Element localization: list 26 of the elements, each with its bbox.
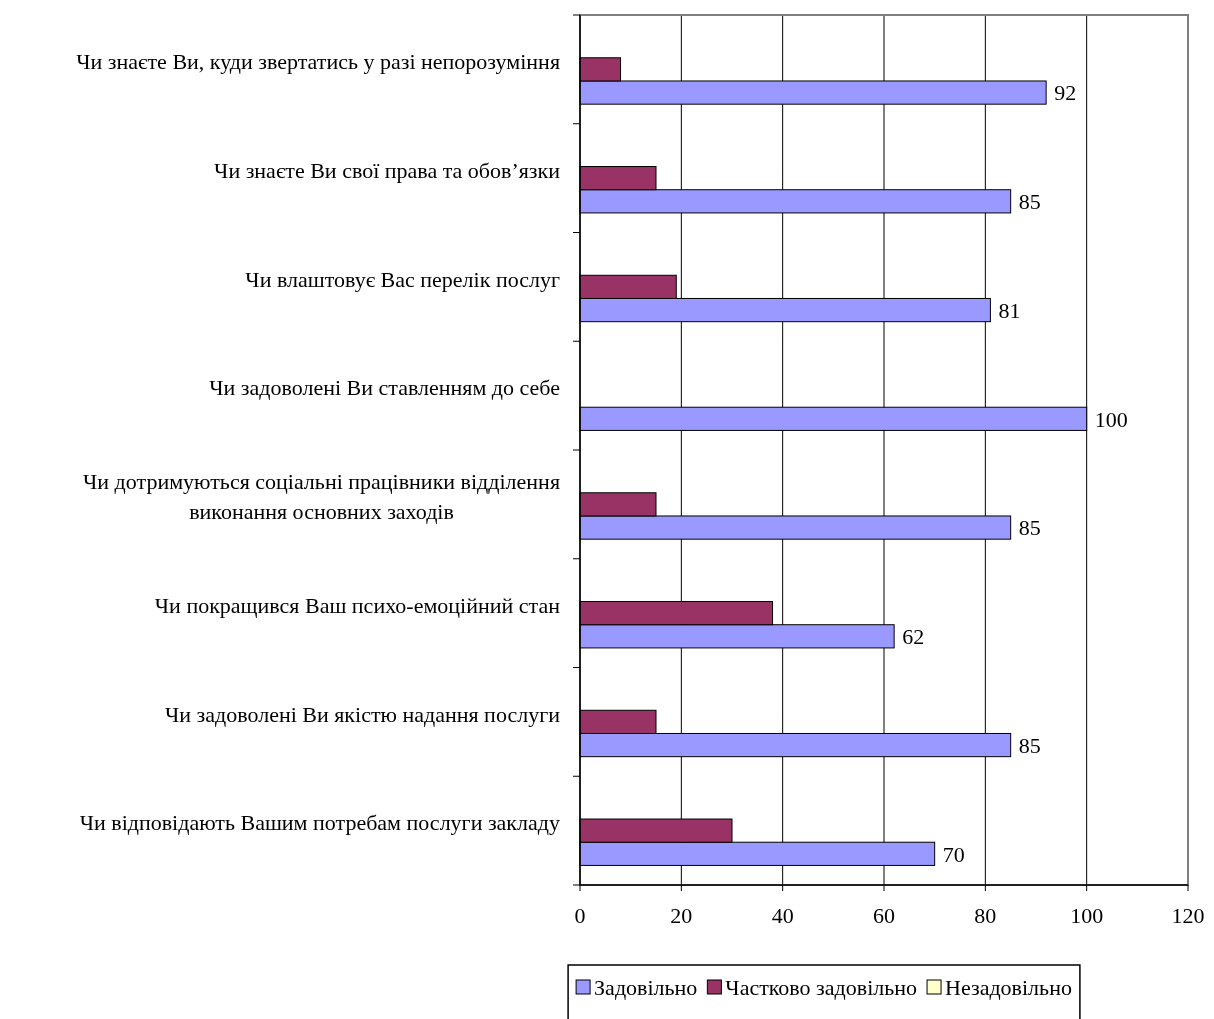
data-label: 92 [1054,80,1077,106]
data-label: 62 [902,624,925,650]
data-label: 85 [1018,515,1041,541]
data-label: 85 [1018,189,1041,215]
x-tick-label: 20 [670,903,693,928]
legend-label: Незадовільно [945,974,1072,1000]
x-tick-label: 80 [974,903,997,928]
x-tick-label: 100 [1070,903,1104,928]
data-label: 85 [1018,732,1041,758]
y-tick-label: Чи відповідають Вашим потребам послуги закладу [79,810,561,836]
y-tick-label: Чи знаєте Ви, куди звертатись у разі непорозуміння [76,49,560,75]
y-tick-label: Чи покращився Ваш психо-емоційний стан [154,592,561,618]
x-tick-label: 40 [771,903,794,928]
x-tick-label: 60 [873,903,895,928]
data-label: 70 [942,841,965,867]
data-label: 100 [1094,406,1128,432]
y-tick-label: Чи задоволені Ви ставленням до себе [209,375,560,401]
y-tick-label: Чи влаштовує Вас перелік послуг [245,266,561,292]
y-tick-label: Чи знаєте Ви свої права та обов’язки [214,157,561,183]
legend-label: Задовільно [594,974,698,1000]
x-tick-label: 0 [574,903,586,928]
data-label: 81 [998,297,1021,323]
x-tick-label: 120 [1171,903,1205,928]
y-tick-label: Чи задоволені Ви якістю надання послуги [164,701,561,727]
y-tick-label: Чи дотримуються соціальні працівники відділення виконання основних заходів [83,469,560,525]
legend-label: Частково задовільно [725,974,918,1000]
